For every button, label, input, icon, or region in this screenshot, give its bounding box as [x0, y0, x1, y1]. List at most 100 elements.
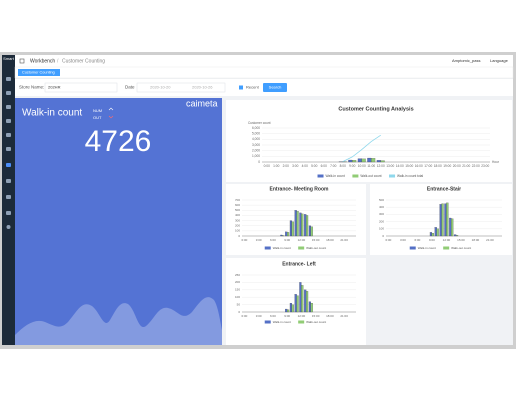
x-tick-label: 12:00	[298, 238, 306, 242]
legend-label: Walk-out count	[451, 246, 471, 250]
y-tick-label: 200	[235, 280, 240, 284]
tab[interactable]	[18, 69, 60, 76]
bar	[306, 215, 309, 237]
store-select[interactable]	[44, 82, 118, 93]
sidebar	[2, 55, 15, 345]
legend-swatch	[264, 246, 271, 250]
bar	[289, 303, 292, 313]
bar	[446, 202, 449, 237]
card-value: 4726	[85, 125, 152, 158]
bar	[301, 285, 304, 313]
bar	[299, 282, 302, 313]
bar	[282, 235, 285, 237]
bar	[304, 214, 307, 237]
x-tick-label: 6:00	[321, 164, 327, 168]
y-tick-label: 700	[235, 198, 240, 202]
y-tick-label: 5,000	[252, 132, 260, 136]
x-tick-label: 6:00	[414, 238, 420, 242]
card-wave	[15, 297, 222, 345]
legend-label: Walk-in count	[326, 174, 345, 178]
date-range[interactable]	[136, 82, 226, 93]
x-tick-label: 3:00	[256, 238, 262, 242]
bar	[294, 294, 297, 313]
store-value[interactable]: 202HR	[48, 85, 61, 90]
y-tick-label: 0	[238, 310, 240, 314]
legend-swatch	[389, 174, 396, 178]
legend-label: Walk-out count	[306, 320, 326, 324]
x-tick-label: 12:00	[298, 314, 306, 318]
search-button[interactable]	[263, 83, 287, 92]
y-tick-label: 400	[235, 213, 240, 217]
user[interactable]: Amptomic_pass	[452, 58, 480, 63]
bar	[444, 203, 447, 237]
y-tick-label: 400	[379, 205, 384, 209]
y-tick-label: 100	[235, 295, 240, 299]
bar	[294, 210, 297, 237]
x-tick-label: 3:00	[400, 238, 406, 242]
search-label[interactable]: Search	[269, 85, 282, 90]
bar	[376, 160, 381, 163]
bar	[306, 291, 309, 313]
breadcrumb[interactable]: Workbench	[30, 58, 55, 64]
x-tick-label: 15:00	[312, 238, 320, 242]
x-tick-label: 0:00	[241, 238, 247, 242]
bar	[429, 232, 433, 237]
x-tick-label: 21:00	[462, 164, 470, 168]
bar	[291, 304, 294, 313]
line	[342, 134, 381, 163]
bar	[361, 158, 366, 163]
legend-swatch	[298, 320, 305, 324]
bar	[299, 212, 302, 237]
breadcrumb: Customer Counting	[62, 58, 105, 64]
x-tick-label: 3:00	[292, 164, 298, 168]
x-tick-label: 12:00	[377, 164, 385, 168]
x-tick-label: 4:00	[302, 164, 308, 168]
bar	[296, 295, 299, 313]
x-tick-label: 14:00	[396, 164, 404, 168]
y-tick-label: 1,000	[252, 154, 260, 158]
bar	[436, 228, 439, 237]
x-tick-label: 19:00	[443, 164, 451, 168]
y-tick-label: 0	[258, 160, 260, 164]
y-tick-label: 600	[235, 203, 240, 207]
x-tick-label: 9:00	[284, 314, 290, 318]
x-tick-label: 9:00	[349, 164, 355, 168]
chart-title: Entrance-Stair	[427, 186, 461, 192]
legend-swatch	[409, 246, 416, 250]
bar	[357, 158, 362, 163]
x-tick-label: 22:00	[472, 164, 480, 168]
bar	[371, 158, 376, 163]
bar	[301, 213, 304, 237]
x-tick-label: 11:00	[367, 164, 375, 168]
bar	[285, 308, 288, 313]
bar	[449, 217, 452, 237]
date-to[interactable]: 2020-10-26	[192, 85, 213, 90]
in-label: NUM	[93, 108, 102, 113]
legend-swatch	[298, 246, 305, 250]
x-tick-label: 15:00	[405, 164, 413, 168]
top-bar	[15, 55, 513, 67]
x-tick-label: 1:00	[273, 164, 279, 168]
legend-swatch	[264, 320, 271, 324]
y-tick-label: 6,000	[252, 126, 260, 130]
x-tick-label: 18:00	[326, 314, 334, 318]
x-tick-label: 18:00	[472, 238, 480, 242]
tab-label[interactable]: Customer Counting	[22, 71, 55, 75]
y-axis-title: Customer count	[248, 121, 271, 125]
date-from[interactable]: 2020-10-20	[150, 85, 171, 90]
menu-icon[interactable]	[19, 58, 25, 64]
y-tick-label: 100	[379, 227, 384, 231]
y-tick-label: 250	[235, 273, 240, 277]
recent-label[interactable]: Recent	[246, 85, 260, 90]
recent-checkbox[interactable]	[239, 85, 243, 90]
y-tick-label: 300	[235, 218, 240, 222]
x-tick-label: 5:00	[311, 164, 317, 168]
x-tick-label: 9:00	[429, 238, 435, 242]
x-tick-label: 2:00	[283, 164, 289, 168]
legend-label: Walk-in count total	[397, 174, 423, 178]
y-tick-label: 3,000	[252, 143, 260, 147]
bar	[441, 203, 444, 237]
language[interactable]: Language	[490, 58, 509, 63]
bar	[451, 218, 454, 237]
